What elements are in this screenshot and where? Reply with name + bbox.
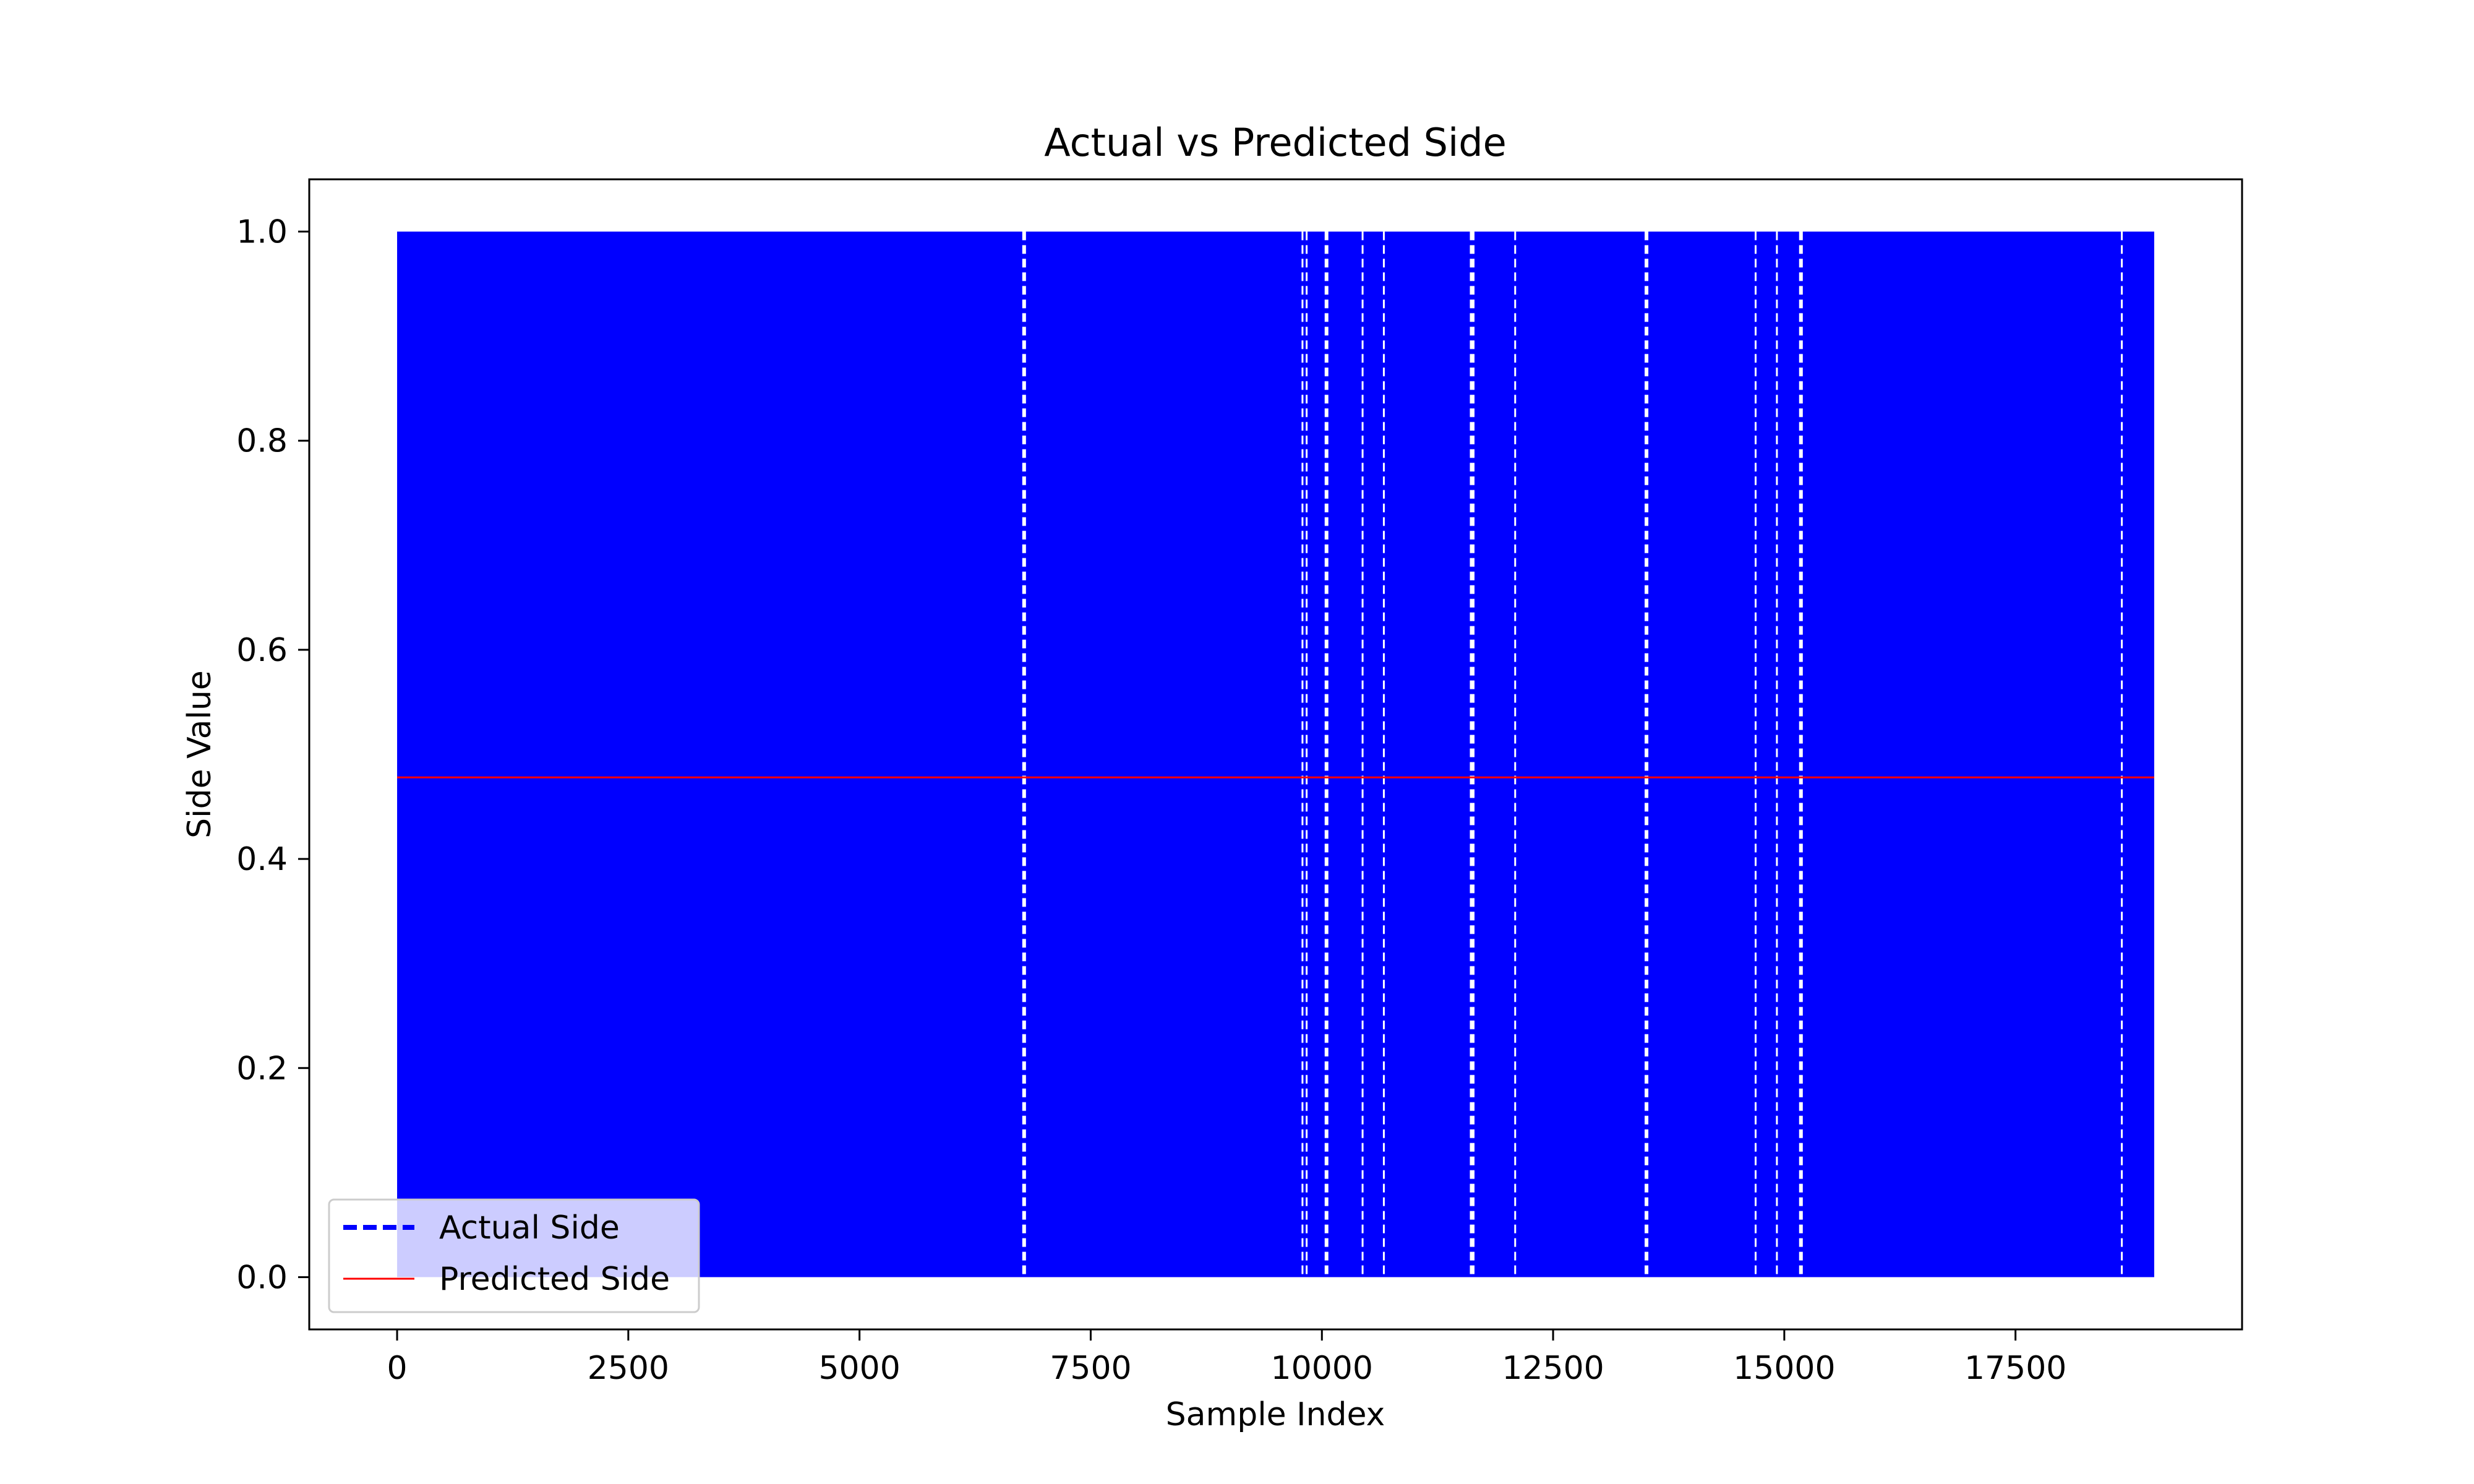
x-tick-label: 7500 [1050,1350,1131,1387]
plot-frame [308,178,2243,1331]
x-tick-label: 5000 [818,1350,900,1387]
x-tick-label: 10000 [1271,1350,1373,1387]
chart-title: Actual vs Predicted Side [1044,120,1506,165]
series-actual-side [397,231,2154,1277]
legend-label-predicted: Predicted Side [439,1261,670,1298]
x-axis-title: Sample Index [1166,1396,1385,1433]
x-tick-label: 15000 [1733,1350,1835,1387]
legend-box [328,1198,700,1313]
x-tick-label: 2500 [588,1350,669,1387]
y-tick-label: 0.0 [236,1259,288,1296]
y-tick-label: 0.6 [236,632,288,669]
y-axis-title: Side Value [181,670,218,838]
x-axis: 0 2500 5000 7500 10000 12500 15000 17500 [387,1329,2066,1387]
y-axis: 0.0 0.2 0.4 0.6 0.8 1.0 [236,214,309,1296]
legend: Actual Side Predicted Side [328,1198,700,1313]
plot-area [308,178,2243,1331]
y-tick-label: 0.2 [236,1050,288,1087]
x-tick-label: 17500 [1964,1350,2066,1387]
x-tick-label: 0 [387,1350,407,1387]
legend-label-actual: Actual Side [439,1209,620,1247]
y-tick-label: 1.0 [236,214,288,251]
y-tick-label: 0.8 [236,423,288,460]
y-tick-label: 0.4 [236,841,288,878]
x-tick-label: 12500 [1502,1350,1604,1387]
